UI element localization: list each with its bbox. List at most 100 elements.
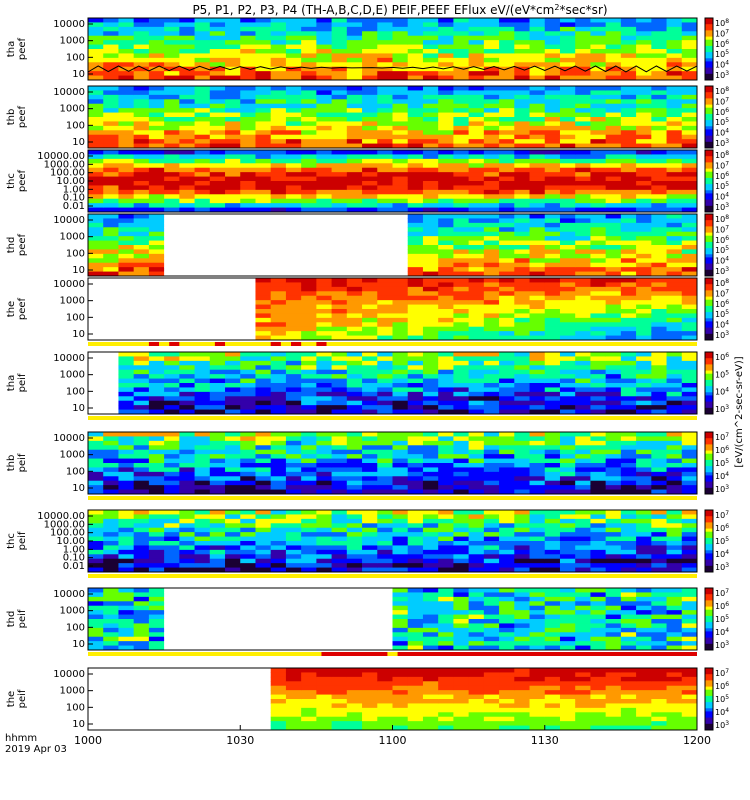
heatmap-cell [392,489,409,495]
heatmap-cell [240,99,256,105]
heatmap-cell [103,619,119,624]
heatmap-cell [331,335,348,341]
heatmap-cell [483,440,500,446]
heatmap-cell [636,532,652,538]
colorbar-step [705,254,713,258]
heatmap-cell [301,49,317,54]
heatmap-cell [133,352,150,357]
heatmap-cell [225,94,241,100]
heatmap-cell [483,176,500,182]
heatmap-cell [453,218,470,224]
heatmap-cell [118,258,135,264]
heatmap-cell [255,94,272,100]
heatmap-cell [133,510,150,515]
heatmap-cell [559,432,576,437]
heatmap-cell [392,396,409,402]
heatmap-cell [331,130,348,136]
heatmap-cell [255,75,272,81]
heatmap-cell [301,86,317,91]
heatmap-cell [514,167,531,173]
heatmap-cell [103,454,119,460]
heatmap-cell [133,44,150,50]
heatmap-cell [499,207,515,213]
heatmap-cell [240,554,256,560]
heatmap-cell [620,396,637,402]
heatmap-cell [377,489,393,495]
heatmap-cell [544,86,561,91]
heatmap-cell [88,391,104,397]
heatmap-cell [590,172,607,178]
heatmap-cell [636,154,652,160]
heatmap-cell [255,49,272,54]
heatmap-cell [514,432,531,437]
heatmap-cell [301,40,317,46]
heatmap-cell [377,66,393,72]
heatmap-cell [620,485,637,491]
heatmap-cell [499,154,515,160]
heatmap-cell [559,62,576,68]
heatmap-cell [103,18,119,23]
heatmap-cell [575,108,591,114]
heatmap-cell [514,454,531,460]
colorbar-tick-label: 106 [715,39,729,49]
colorbar-step [705,472,713,476]
heatmap-cell [407,400,424,406]
heatmap-cell [422,40,439,46]
heatmap-cell [392,532,409,538]
heatmap-cell [255,567,272,573]
heatmap-cell [179,108,196,114]
heatmap-cell [529,227,546,233]
heatmap-cell [270,335,287,341]
heatmap-cell [392,480,409,486]
heatmap-cell [605,66,622,72]
heatmap-cell [559,527,576,533]
heatmap-cell [225,309,241,314]
heatmap-cell [316,432,333,437]
heatmap-cell [209,387,226,393]
heatmap-cell [422,189,439,195]
heatmap-cell [285,369,302,375]
heatmap-cell [620,387,637,393]
heatmap-cell [651,94,668,100]
heatmap-cell [559,31,576,37]
heatmap-cell [392,387,409,393]
heatmap-cell [209,317,226,323]
heatmap-cell [362,18,378,23]
heatmap-cell [407,405,424,411]
heatmap-cell [514,545,531,551]
heatmap-cell [392,360,409,366]
heatmap-cell [681,440,698,446]
heatmap-cell [270,641,287,647]
colorbar-step [705,296,713,301]
heatmap-cell [620,86,637,91]
heatmap-cell [620,227,637,233]
heatmap-cell [148,231,165,237]
heatmap-cell [559,262,576,268]
heatmap-cell [407,471,424,477]
heatmap-cell [636,313,652,319]
heatmap-cell [529,352,546,357]
heatmap-cell [133,231,150,237]
heatmap-cell [285,172,302,178]
heatmap-cell [666,471,683,477]
heatmap-cell [164,567,180,573]
heatmap-cell [255,471,272,477]
heatmap-cell [103,249,119,255]
heatmap-cell [133,90,150,96]
heatmap-cell [194,240,211,246]
heatmap-cell [164,125,180,131]
heatmap-cell [651,112,668,118]
heatmap-cell [422,480,439,486]
heatmap-cell [240,31,256,37]
heatmap-cell [179,449,196,455]
heatmap-cell [133,139,150,145]
heatmap-cell [88,53,104,59]
heatmap-cell [225,282,241,288]
colorbar-step [705,475,713,479]
heatmap-cell [301,454,317,460]
colorbar-step [705,168,713,173]
heatmap-cell [148,282,165,288]
heatmap-cell [438,94,454,100]
heatmap-cell [88,454,104,460]
